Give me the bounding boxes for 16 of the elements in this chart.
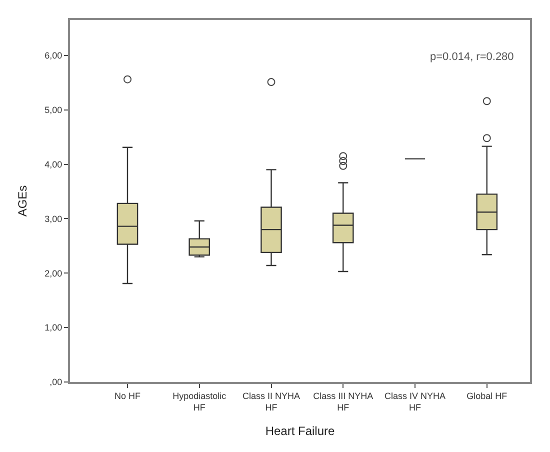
x-tick-label: Global HF	[466, 390, 508, 401]
x-tick-label: Class II NYHA HF	[242, 390, 300, 412]
annotation: p=0.014, r=0.280	[430, 51, 514, 63]
y-axis-title: AGEs	[15, 185, 30, 217]
x-tick-label: No HF	[114, 390, 141, 401]
y-tick-label: 5,00	[44, 104, 62, 115]
y-tick-label: 1,00	[44, 322, 62, 333]
y-tick-label: ,00	[50, 377, 62, 388]
x-tick-label: Class IV NYHA HF	[384, 390, 446, 412]
y-tick-label: 3,00	[44, 214, 62, 224]
x-tick-label: Class III NYHA HF	[313, 390, 374, 412]
x-axis-title: Heart Failure	[265, 424, 336, 438]
y-tick-label: 4,00	[44, 159, 62, 170]
y-tick-label: 6,00	[44, 50, 62, 61]
y-tick-label: 2,00	[44, 268, 62, 278]
x-tick-label: Hypodiastolic HF	[172, 390, 227, 412]
